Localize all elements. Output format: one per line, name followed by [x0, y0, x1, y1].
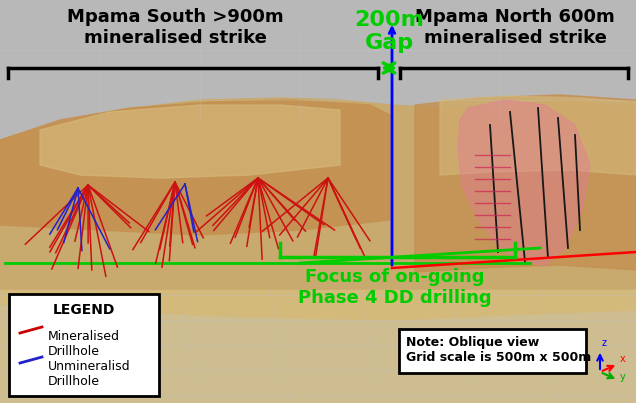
Text: x: x — [620, 354, 626, 364]
Text: 200m
Gap: 200m Gap — [354, 10, 424, 53]
Text: LEGEND: LEGEND — [53, 303, 115, 317]
Text: Focus of on-going
Phase 4 DD drilling: Focus of on-going Phase 4 DD drilling — [298, 268, 492, 307]
Text: Note: Oblique view
Grid scale is 500m x 500m: Note: Oblique view Grid scale is 500m x … — [406, 336, 591, 364]
Bar — [0, 290, 636, 403]
FancyBboxPatch shape — [399, 329, 586, 373]
Text: y: y — [620, 372, 626, 382]
Text: z: z — [602, 338, 607, 348]
Polygon shape — [458, 100, 590, 265]
Text: Mpama South >900m
mineralised strike: Mpama South >900m mineralised strike — [67, 8, 283, 47]
Polygon shape — [40, 105, 340, 178]
FancyBboxPatch shape — [9, 294, 159, 396]
Text: Unmineralisd
Drillhole: Unmineralisd Drillhole — [48, 360, 130, 388]
Polygon shape — [440, 96, 636, 175]
Polygon shape — [415, 95, 636, 272]
Polygon shape — [0, 98, 636, 320]
Text: Mineralised
Drillhole: Mineralised Drillhole — [48, 330, 120, 358]
Polygon shape — [0, 100, 390, 235]
Text: Mpama North 600m
mineralised strike: Mpama North 600m mineralised strike — [415, 8, 615, 47]
